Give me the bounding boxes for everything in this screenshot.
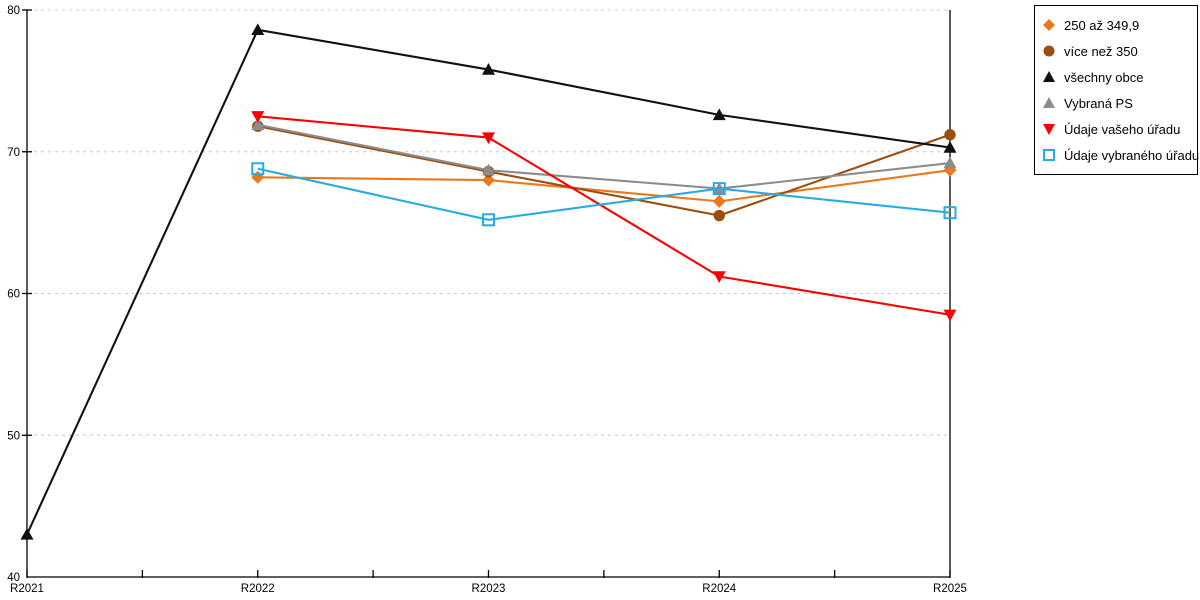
legend-item: 250 až 349,9	[1042, 12, 1190, 38]
svg-text:80: 80	[7, 5, 20, 17]
svg-text:40: 40	[7, 572, 20, 584]
svg-text:70: 70	[7, 147, 20, 159]
legend-item: Údaje vybraného úřadu	[1042, 142, 1199, 168]
legend: 250 až 349,9 více než 350 všechny obce V…	[1034, 5, 1199, 175]
svg-text:50: 50	[7, 430, 20, 442]
svg-text:R2024: R2024	[702, 583, 736, 595]
legend-item: Údaje vašeho úřadu	[1042, 116, 1190, 142]
triangle-down-marker-icon	[1042, 122, 1056, 136]
svg-text:R2021: R2021	[10, 583, 44, 595]
svg-text:R2023: R2023	[472, 583, 506, 595]
diamond-marker-icon	[1042, 18, 1056, 32]
triangle-up-marker-icon	[1042, 70, 1056, 84]
legend-item: všechny obce	[1042, 64, 1190, 90]
legend-label: 250 až 349,9	[1064, 17, 1140, 33]
square-open-marker-icon	[1042, 148, 1056, 162]
legend-label: Údaje vybraného úřadu	[1064, 147, 1200, 163]
svg-text:R2025: R2025	[933, 583, 967, 595]
legend-item: Vybraná PS	[1042, 90, 1190, 116]
triangle-up-marker-icon	[1042, 96, 1056, 110]
legend-label: více než 350	[1064, 43, 1138, 59]
legend-label: Vybraná PS	[1064, 95, 1133, 111]
circle-marker-icon	[1042, 44, 1056, 58]
svg-text:60: 60	[7, 289, 20, 301]
legend-label: všechny obce	[1064, 69, 1144, 85]
legend-item: více než 350	[1042, 38, 1190, 64]
svg-text:R2022: R2022	[241, 583, 275, 595]
legend-label: Údaje vašeho úřadu	[1064, 121, 1181, 137]
